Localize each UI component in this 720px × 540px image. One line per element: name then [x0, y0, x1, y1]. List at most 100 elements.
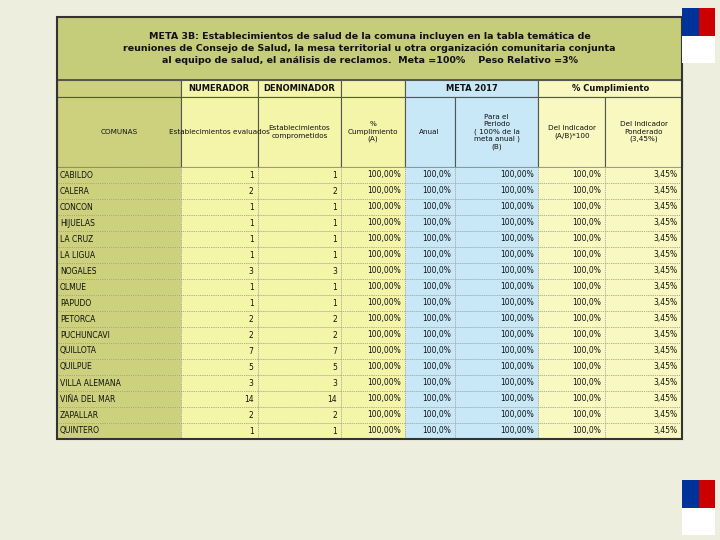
Bar — [455, 311, 539, 327]
Bar — [539, 80, 682, 97]
Bar — [605, 247, 682, 263]
Text: QUINTERO: QUINTERO — [60, 427, 100, 435]
Text: 100,00%: 100,00% — [500, 347, 534, 355]
Bar — [181, 97, 258, 167]
Text: 100,00%: 100,00% — [367, 186, 400, 195]
Text: 7: 7 — [332, 347, 337, 355]
Bar — [405, 199, 455, 215]
Text: VILLA ALEMANA: VILLA ALEMANA — [60, 379, 121, 388]
Bar — [539, 247, 605, 263]
Text: 14: 14 — [328, 395, 337, 403]
Text: 100,0%: 100,0% — [572, 219, 601, 227]
Text: 100,00%: 100,00% — [500, 314, 534, 323]
Bar — [405, 423, 455, 439]
Text: Anual: Anual — [420, 129, 440, 135]
Bar — [57, 17, 682, 80]
Bar — [539, 343, 605, 359]
Bar — [405, 183, 455, 199]
Text: 1: 1 — [249, 202, 253, 212]
Text: Del Indicador
Ponderado
(3,45%): Del Indicador Ponderado (3,45%) — [620, 122, 667, 143]
Text: 3,45%: 3,45% — [654, 219, 678, 227]
Text: 100,00%: 100,00% — [367, 282, 400, 292]
Bar — [258, 97, 341, 167]
Bar — [258, 183, 341, 199]
Bar — [405, 279, 455, 295]
Text: 100,0%: 100,0% — [422, 410, 451, 420]
Text: 100,00%: 100,00% — [367, 362, 400, 372]
Text: 1: 1 — [249, 171, 253, 179]
Bar — [605, 311, 682, 327]
Text: 100,0%: 100,0% — [422, 282, 451, 292]
Bar — [258, 231, 341, 247]
Text: 5: 5 — [332, 362, 337, 372]
Bar — [341, 375, 405, 391]
Bar — [341, 391, 405, 407]
Text: QUILPUE: QUILPUE — [60, 362, 93, 372]
Text: 100,00%: 100,00% — [500, 427, 534, 435]
Text: 3,45%: 3,45% — [654, 251, 678, 260]
Text: % Cumplimiento: % Cumplimiento — [572, 84, 649, 93]
Bar — [605, 279, 682, 295]
Text: 100,0%: 100,0% — [422, 362, 451, 372]
Bar — [405, 247, 455, 263]
Text: 100,0%: 100,0% — [572, 347, 601, 355]
Bar — [57, 247, 181, 263]
Text: 100,00%: 100,00% — [500, 219, 534, 227]
Text: LA LIGUA: LA LIGUA — [60, 251, 95, 260]
Bar — [57, 311, 181, 327]
Bar — [605, 97, 682, 167]
Bar — [181, 231, 258, 247]
Bar — [455, 343, 539, 359]
Bar — [455, 97, 539, 167]
Text: 14: 14 — [244, 395, 253, 403]
Bar — [605, 327, 682, 343]
Text: 100,00%: 100,00% — [367, 234, 400, 244]
Text: Del Indicador
(A/B)*100: Del Indicador (A/B)*100 — [548, 125, 595, 139]
Text: 100,00%: 100,00% — [367, 330, 400, 340]
Text: 3,45%: 3,45% — [654, 267, 678, 275]
Bar — [258, 391, 341, 407]
Bar — [57, 215, 181, 231]
Bar — [455, 327, 539, 343]
Bar — [181, 80, 258, 97]
Bar — [258, 423, 341, 439]
Bar — [405, 311, 455, 327]
Text: 100,0%: 100,0% — [572, 395, 601, 403]
Text: 100,0%: 100,0% — [422, 267, 451, 275]
Text: 100,0%: 100,0% — [572, 267, 601, 275]
Bar — [539, 199, 605, 215]
Bar — [57, 359, 181, 375]
Bar — [539, 359, 605, 375]
Bar — [341, 423, 405, 439]
Text: 100,00%: 100,00% — [500, 171, 534, 179]
Bar — [258, 407, 341, 423]
Bar — [455, 199, 539, 215]
Bar — [539, 263, 605, 279]
Text: 100,00%: 100,00% — [500, 234, 534, 244]
Text: 100,0%: 100,0% — [572, 299, 601, 307]
Bar — [605, 231, 682, 247]
Text: 3: 3 — [332, 267, 337, 275]
Bar — [405, 80, 539, 97]
Text: HIJUELAS: HIJUELAS — [60, 219, 95, 227]
Text: CALERA: CALERA — [60, 186, 90, 195]
Bar — [405, 231, 455, 247]
Bar — [258, 327, 341, 343]
Text: 100,0%: 100,0% — [572, 186, 601, 195]
Text: 100,0%: 100,0% — [572, 330, 601, 340]
Bar — [455, 407, 539, 423]
Text: 100,0%: 100,0% — [572, 171, 601, 179]
Text: 3,45%: 3,45% — [654, 410, 678, 420]
Text: 100,0%: 100,0% — [422, 186, 451, 195]
Text: 1: 1 — [333, 251, 337, 260]
Bar — [258, 359, 341, 375]
Bar — [57, 97, 181, 167]
Text: 1: 1 — [333, 219, 337, 227]
Text: 1: 1 — [249, 251, 253, 260]
Text: Establecimientos evaluados: Establecimientos evaluados — [168, 129, 269, 135]
Bar — [605, 391, 682, 407]
Text: 100,00%: 100,00% — [500, 362, 534, 372]
Text: 2: 2 — [333, 314, 337, 323]
Bar — [605, 407, 682, 423]
Text: DENOMINADOR: DENOMINADOR — [264, 84, 336, 93]
